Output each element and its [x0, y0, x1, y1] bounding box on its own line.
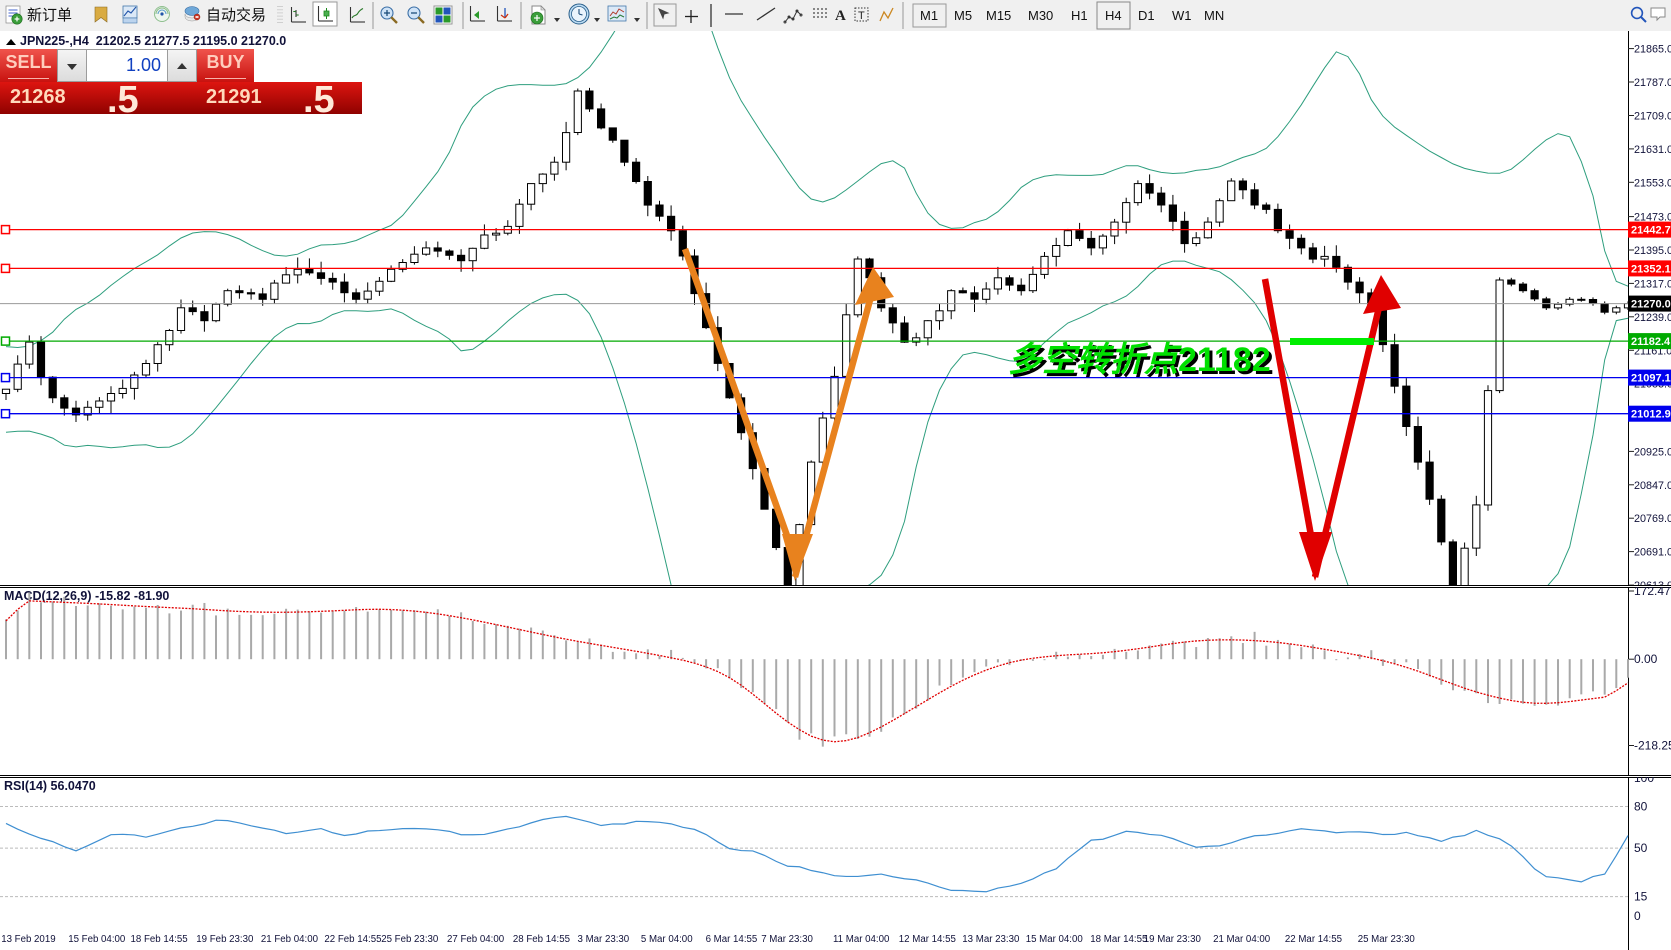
svg-text:21239.0: 21239.0	[1634, 312, 1671, 324]
svg-text:21709.0: 21709.0	[1634, 111, 1671, 123]
svg-text:H1: H1	[1071, 8, 1088, 23]
svg-text:20691.0: 20691.0	[1634, 547, 1671, 559]
svg-text:50: 50	[1634, 841, 1648, 855]
svg-text:21787.0: 21787.0	[1634, 77, 1671, 89]
svg-text:172.47: 172.47	[1634, 587, 1671, 598]
svg-text:D1: D1	[1138, 8, 1155, 23]
svg-text:21631.0: 21631.0	[1634, 144, 1671, 156]
svg-text:15: 15	[1634, 890, 1648, 904]
svg-text:21182.4: 21182.4	[1631, 336, 1671, 348]
svg-text:H4: H4	[1105, 8, 1122, 23]
svg-text:21012.9: 21012.9	[1631, 409, 1671, 421]
svg-text:20769.0: 20769.0	[1634, 513, 1671, 525]
svg-text:20613.0: 20613.0	[1634, 580, 1671, 585]
svg-text:20847.0: 20847.0	[1634, 480, 1671, 492]
svg-text:100: 100	[1634, 777, 1654, 785]
svg-text:21270.0: 21270.0	[1631, 299, 1671, 311]
svg-text:21553.0: 21553.0	[1634, 177, 1671, 189]
svg-text:M15: M15	[986, 8, 1011, 23]
svg-text:M5: M5	[954, 8, 972, 23]
svg-text:21097.1: 21097.1	[1631, 373, 1671, 385]
svg-text:多空转折点21182: 多空转折点21182	[1008, 341, 1271, 379]
svg-text:0: 0	[1634, 909, 1641, 923]
svg-text:W1: W1	[1172, 8, 1192, 23]
svg-text:20925.0: 20925.0	[1634, 446, 1671, 458]
svg-text:M30: M30	[1028, 8, 1053, 23]
svg-text:M1: M1	[920, 8, 938, 23]
svg-text:新订单: 新订单	[27, 7, 72, 24]
svg-text:0.00: 0.00	[1634, 652, 1658, 666]
svg-text:A: A	[835, 8, 846, 24]
svg-text:21352.1: 21352.1	[1631, 263, 1671, 275]
svg-text:自动交易: 自动交易	[206, 6, 266, 24]
svg-text:21317.0: 21317.0	[1634, 278, 1671, 290]
svg-text:21865.0: 21865.0	[1634, 44, 1671, 56]
svg-text:T: T	[858, 10, 865, 22]
svg-text:MN: MN	[1204, 8, 1224, 23]
svg-text:80: 80	[1634, 800, 1648, 814]
svg-text:21395.0: 21395.0	[1634, 245, 1671, 257]
svg-text:-218.25: -218.25	[1634, 739, 1671, 753]
svg-text:21442.7: 21442.7	[1631, 225, 1671, 237]
